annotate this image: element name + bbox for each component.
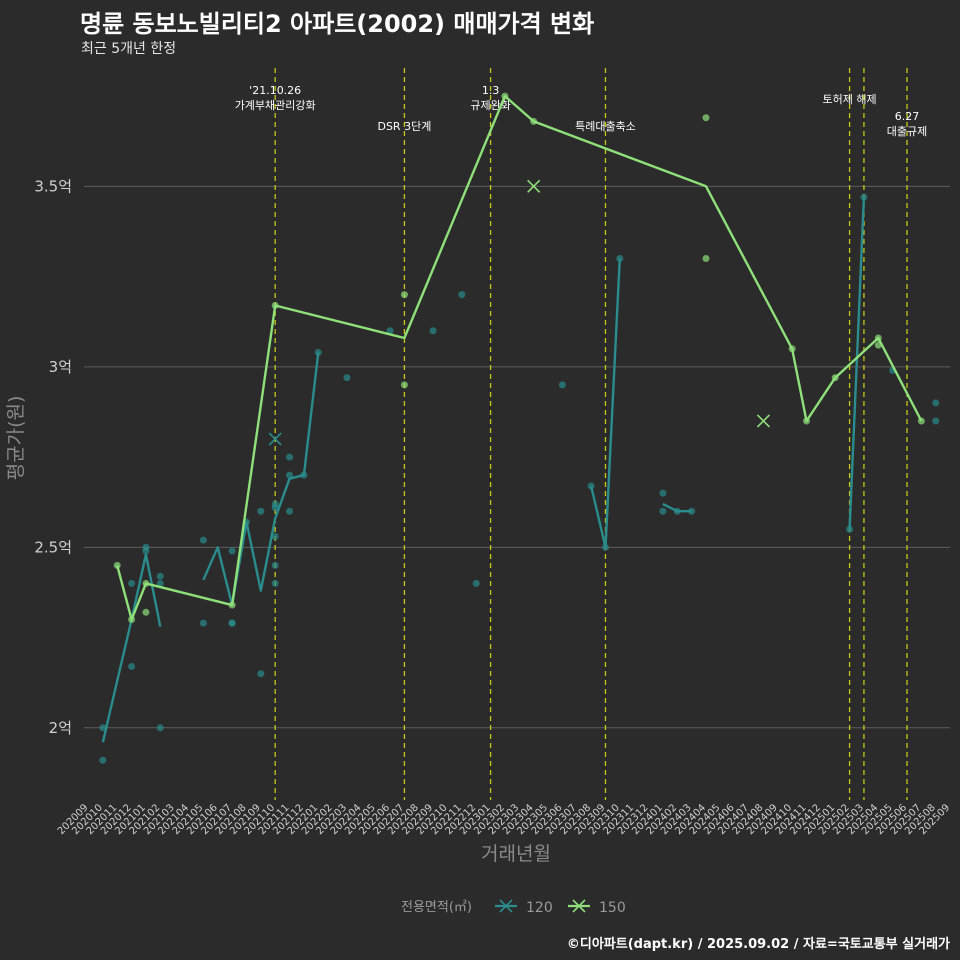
data-point-120: [199, 536, 207, 544]
series-line-120: [202, 352, 320, 607]
data-point-150: [702, 255, 710, 263]
cross-marker-120: [268, 432, 282, 446]
legend-label-120: 120: [526, 900, 553, 916]
y-tick-label: 3억: [49, 358, 72, 376]
data-point-150: [400, 381, 408, 389]
event-label: 토허제 해제: [823, 92, 877, 106]
cross-marker-150: [527, 179, 541, 193]
event-label: DSR 3단계: [377, 120, 431, 133]
series-line-150: [116, 94, 923, 621]
data-point-120: [659, 507, 667, 515]
y-tick-label: 3.5억: [34, 177, 72, 195]
data-point-120: [343, 374, 351, 382]
data-point-120: [286, 471, 294, 479]
data-point-120: [199, 619, 207, 627]
data-point-120: [386, 327, 394, 335]
cross-stroke: [268, 432, 282, 446]
data-point-120: [128, 662, 136, 670]
y-tick-label: 2억: [49, 719, 72, 737]
data-point-150: [113, 561, 121, 569]
y-tick-label: 2.5억: [34, 538, 72, 556]
data-point-120: [472, 579, 480, 587]
event-label: 특례대출축소: [575, 120, 636, 133]
x-axis-title: 거래년월: [481, 843, 551, 865]
data-point-120: [156, 724, 164, 732]
series-line-120: [662, 502, 692, 513]
series-line-120: [589, 258, 621, 549]
legend-swatch-cross: [572, 899, 586, 913]
data-point-120: [271, 561, 279, 569]
source-caption: ©디아파트(dapt.kr) / 2025.09.02 / 자료=국토교통부 실…: [566, 937, 950, 952]
cross-marker-150: [756, 414, 770, 428]
data-point-120: [99, 756, 107, 764]
legend-title: 전용면적(㎡): [401, 900, 472, 915]
data-point-120: [271, 504, 279, 512]
legend: 전용면적(㎡) 120 150: [401, 899, 626, 916]
data-point-150: [400, 291, 408, 299]
data-point-120: [286, 507, 294, 515]
data-point-120: [271, 532, 279, 540]
event-label: 대출규제: [887, 125, 927, 138]
event-label: 1.3: [482, 84, 500, 97]
data-point-120: [99, 724, 107, 732]
y-axis-title: 평균가(원): [5, 396, 27, 481]
data-point-120: [932, 417, 940, 425]
event-label: 가계부채관리강화: [235, 99, 316, 112]
data-point-120: [688, 507, 696, 515]
data-point-150: [702, 114, 710, 122]
data-point-120: [587, 482, 595, 490]
data-point-120: [142, 547, 150, 555]
cross-stroke: [527, 179, 541, 193]
data-point-120: [128, 579, 136, 587]
data-point-120: [228, 619, 236, 627]
data-point-120: [286, 453, 294, 461]
legend-swatch-cross: [499, 899, 513, 913]
chart-subtitle: 최근 5개년 한정: [81, 41, 177, 57]
data-point-120: [257, 670, 265, 678]
series-line-120: [848, 197, 866, 530]
cross-stroke: [756, 414, 770, 428]
data-point-120: [156, 579, 164, 587]
data-point-120: [429, 327, 437, 335]
data-point-120: [932, 399, 940, 407]
data-point-120: [314, 348, 322, 356]
data-point-120: [228, 547, 236, 555]
data-point-120: [860, 193, 868, 201]
legend-label-150: 150: [599, 900, 626, 916]
data-point-150: [142, 608, 150, 616]
event-label: '21.10.26: [249, 84, 301, 97]
data-point-120: [659, 489, 667, 497]
data-point-120: [271, 579, 279, 587]
event-label: 6.27: [895, 110, 920, 123]
chart-title: 명륜 동보노빌리티2 아파트(2002) 매매가격 변화: [80, 10, 595, 38]
event-label: 규제완화: [470, 99, 510, 112]
data-point-120: [156, 572, 164, 580]
data-point-120: [458, 291, 466, 299]
data-point-120: [257, 507, 265, 515]
data-point-120: [558, 381, 566, 389]
